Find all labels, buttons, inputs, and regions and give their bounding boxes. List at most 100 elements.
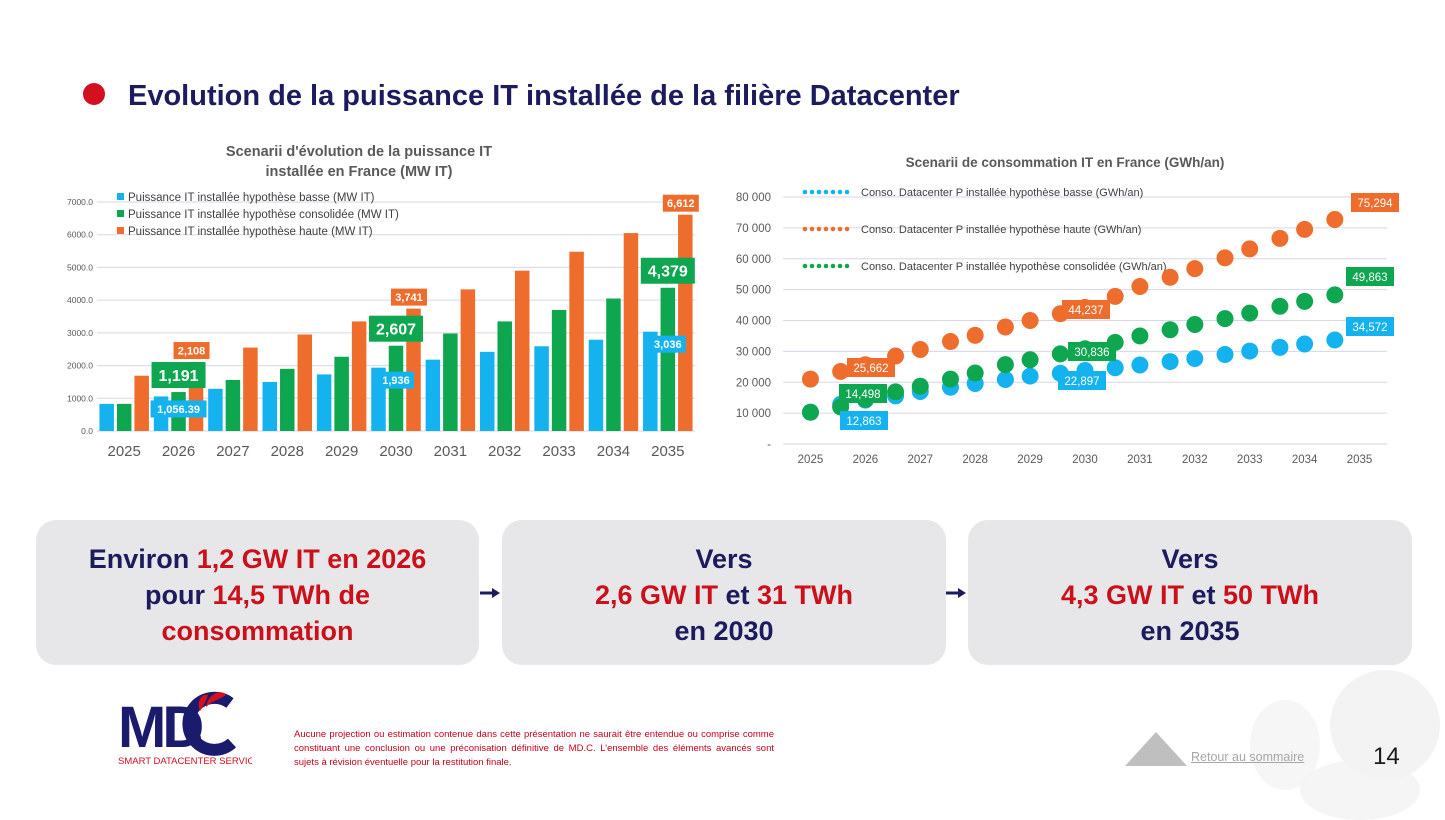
data-label: 2,108	[178, 346, 206, 358]
summary-highlight: 14,5 TWh de	[212, 580, 371, 610]
scatter-point	[1296, 292, 1314, 310]
legend-marker	[823, 226, 829, 232]
y-tick-label: 70 000	[736, 223, 771, 235]
y-tick-label: 6000.0	[67, 230, 93, 240]
scatter-point	[1216, 310, 1234, 328]
legend-marker	[802, 189, 808, 195]
chart-title-line-1: Scenarii d'évolution de la puissance IT	[226, 144, 492, 160]
legend-marker	[816, 189, 822, 195]
scatter-point	[832, 362, 850, 380]
scatter-point	[1216, 249, 1234, 267]
summary-text: en 2035	[1140, 616, 1240, 646]
summary-line: Environ 1,2 GW IT en 2026	[36, 541, 479, 577]
data-label-box	[1351, 193, 1399, 212]
y-tick-label: 3000.0	[67, 328, 93, 338]
bar	[569, 251, 584, 431]
data-label-box	[1346, 267, 1394, 286]
scatter-point	[1131, 356, 1149, 374]
bar	[678, 214, 693, 431]
summary-line: 4,3 GW IT et 50 TWh	[968, 577, 1412, 613]
legend-marker	[830, 189, 836, 195]
scatter-point	[1106, 287, 1124, 305]
y-tick-label: 50 000	[736, 285, 771, 297]
x-tick-label: 2031	[1127, 454, 1153, 466]
bar	[660, 287, 676, 431]
data-label: 6,612	[667, 198, 695, 210]
scatter-point	[1106, 359, 1124, 377]
data-label: 34,572	[1352, 322, 1387, 334]
x-tick-label: 2031	[434, 443, 467, 460]
x-tick-label: 2027	[216, 443, 249, 460]
legend-marker	[809, 189, 815, 195]
scatter-point	[887, 383, 905, 401]
scatter-point	[1161, 353, 1179, 371]
summary-box-2030: Vers 2,6 GW IT et 31 TWh en 2030	[502, 520, 946, 665]
scatter-point	[1241, 240, 1259, 258]
legend-label: Puissance IT installée hypothèse consoli…	[128, 209, 399, 221]
data-label-box	[1058, 371, 1106, 390]
back-to-summary-link[interactable]: Retour au sommaire	[1191, 750, 1305, 764]
scatter-point	[966, 326, 984, 344]
scatter-point	[1296, 220, 1314, 238]
data-label-box	[150, 400, 207, 418]
data-label: 1,056.39	[157, 404, 200, 416]
bar	[116, 403, 132, 431]
legend-marker	[823, 263, 829, 269]
scatter-chart-title: Scenarii de consommation IT en France (G…	[906, 155, 1225, 170]
x-tick-label: 2035	[651, 443, 684, 460]
data-label-box	[1068, 342, 1116, 361]
scatter-point	[1271, 229, 1289, 247]
legend-marker	[802, 226, 808, 232]
bar	[443, 333, 458, 431]
data-label: 30,836	[1074, 347, 1109, 359]
scatter-point	[1326, 286, 1344, 304]
data-label: 3,741	[395, 292, 423, 304]
summary-text: en 2030	[674, 616, 774, 646]
y-tick-label: 10 000	[736, 408, 771, 420]
data-label: 25,662	[853, 363, 888, 375]
data-label-box	[378, 371, 414, 389]
x-tick-label: 2030	[1072, 454, 1098, 466]
scatter-point	[1186, 349, 1204, 367]
legend-marker	[809, 263, 815, 269]
scatter-point	[1021, 312, 1039, 329]
bar	[606, 298, 621, 431]
y-tick-label: 1000.0	[67, 393, 93, 403]
bar	[225, 379, 241, 431]
data-label-box	[649, 335, 686, 353]
x-tick-label: 2028	[271, 443, 304, 460]
legend-marker	[844, 263, 850, 269]
data-label: 4,379	[648, 264, 688, 281]
bar	[316, 374, 332, 431]
legend-marker	[837, 226, 843, 232]
scatter-point	[1241, 342, 1259, 360]
summary-text: Environ	[88, 544, 197, 574]
data-label: 22,897	[1064, 376, 1099, 388]
y-tick-label: 2000.0	[67, 361, 93, 371]
summary-box-2026: Environ 1,2 GW IT en 2026 pour 14,5 TWh …	[36, 520, 479, 665]
disclaimer-text: Aucune projection ou estimation contenue…	[294, 729, 774, 768]
scatter-point	[1186, 316, 1204, 334]
y-tick-label: 7000.0	[67, 197, 93, 207]
scatter-point	[1161, 321, 1179, 339]
bar	[99, 403, 114, 431]
x-tick-label: 2032	[1182, 454, 1208, 466]
y-tick-label: 30 000	[736, 346, 771, 358]
scatter-point	[1131, 327, 1149, 345]
scatter-point	[1296, 335, 1314, 353]
legend-swatch	[117, 227, 124, 234]
x-tick-label: 2026	[162, 443, 195, 460]
scatter-point	[941, 370, 959, 388]
scatter-point	[1186, 260, 1204, 278]
x-tick-label: 2034	[597, 443, 630, 460]
scatter-point	[941, 332, 959, 350]
x-tick-label: 2032	[488, 443, 521, 460]
scatter-point	[1271, 297, 1289, 315]
y-tick-label: 5000.0	[67, 262, 93, 272]
bar	[351, 321, 367, 431]
legend-marker	[837, 263, 843, 269]
triangle-up-icon[interactable]	[1125, 732, 1187, 766]
x-tick-label: 2033	[542, 443, 575, 460]
data-label-box	[640, 257, 695, 284]
x-tick-label: 2025	[107, 443, 140, 460]
